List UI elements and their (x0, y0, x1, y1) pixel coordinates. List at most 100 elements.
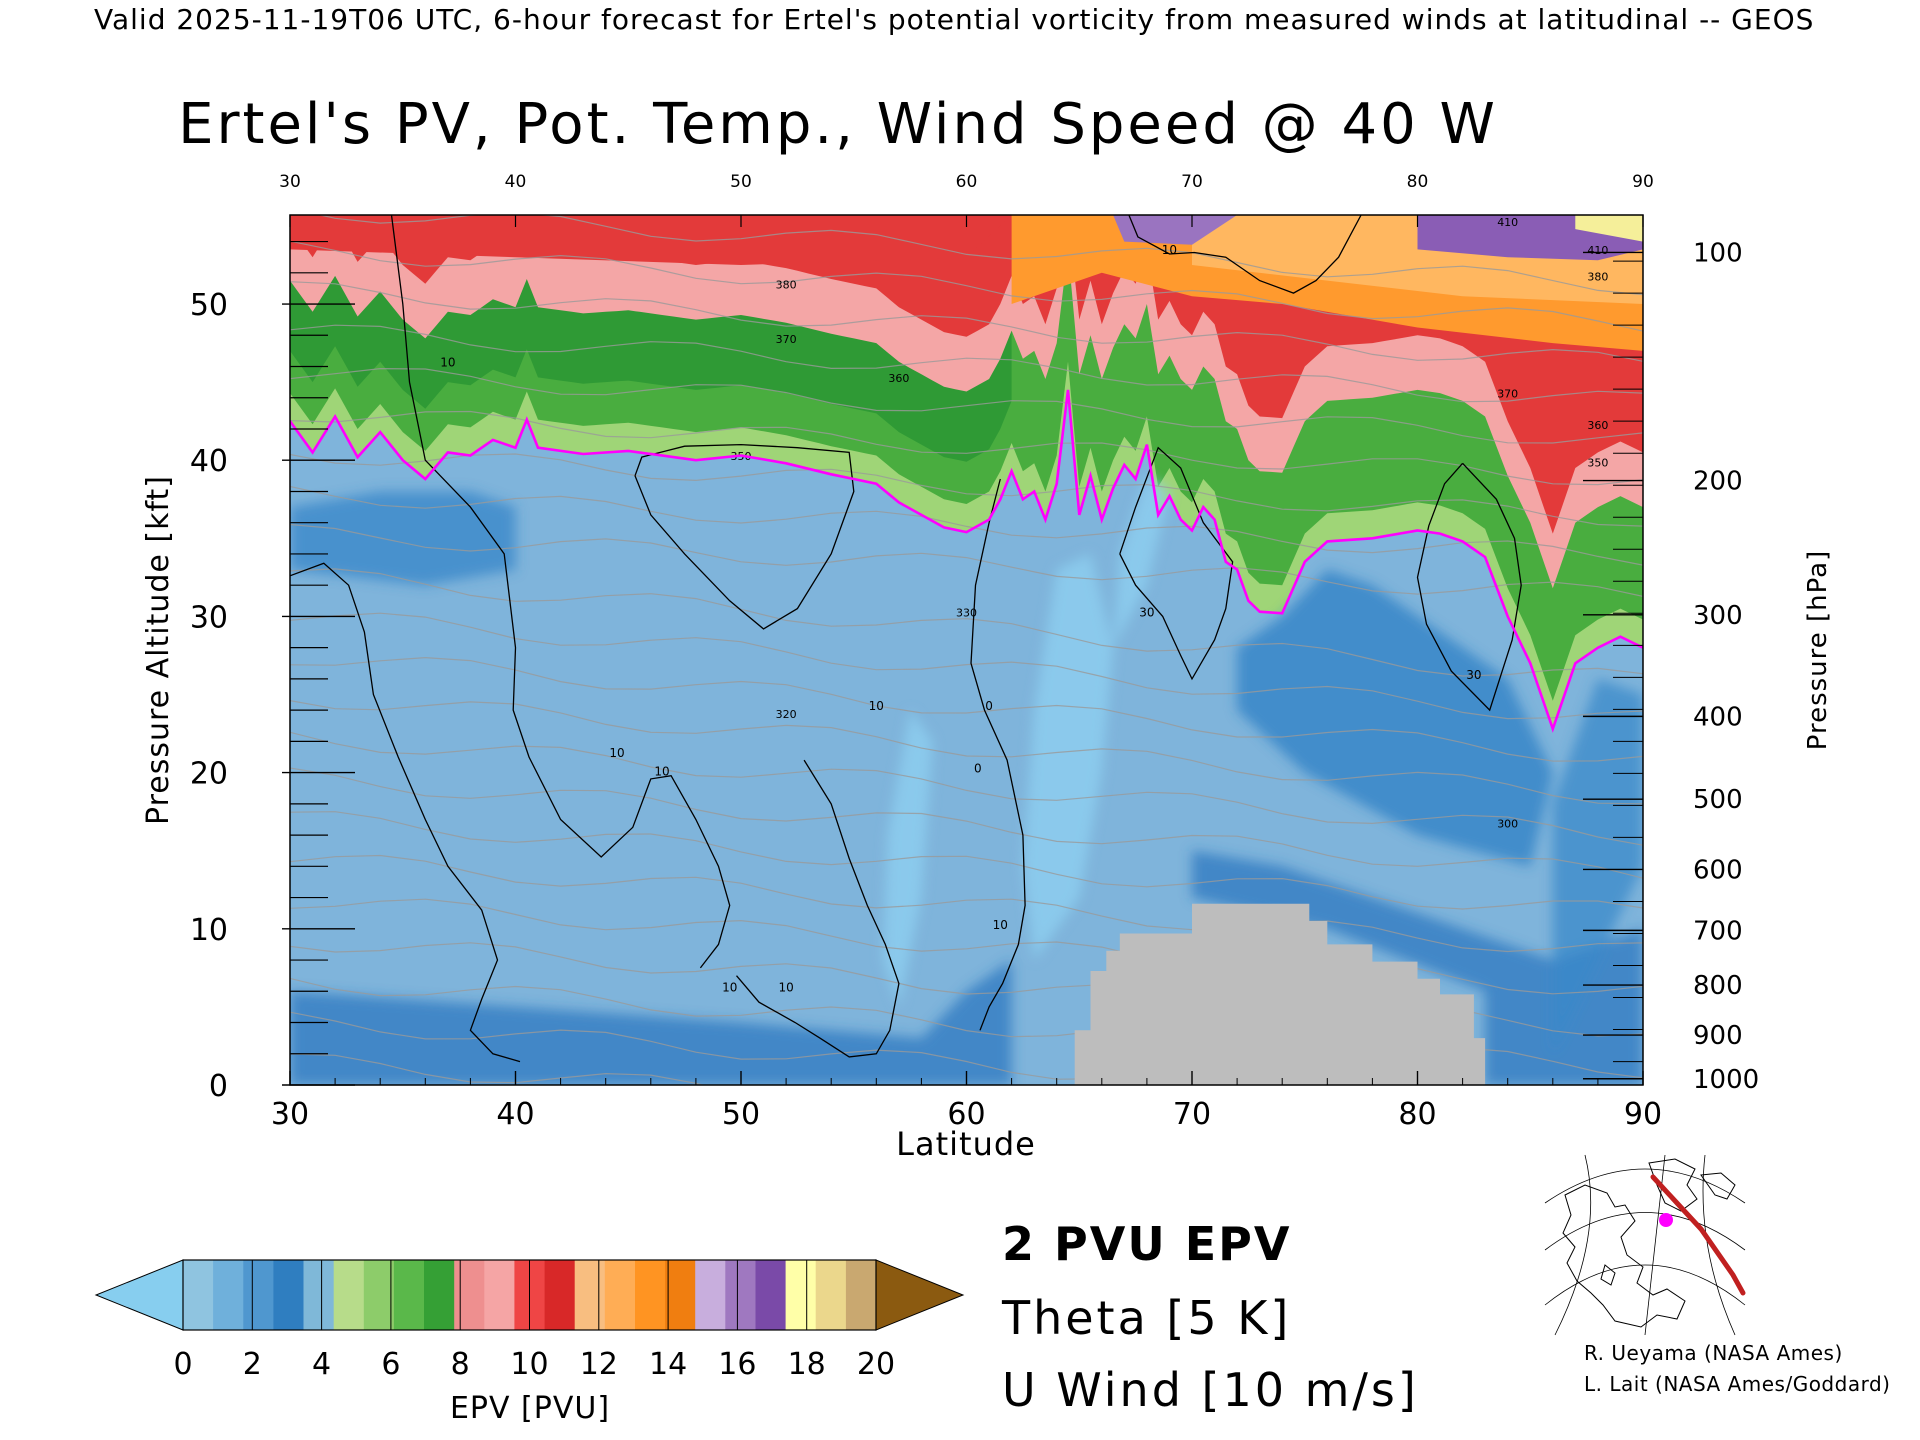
colorbar-swatch (484, 1260, 515, 1330)
theta-label: 410 (1497, 216, 1518, 229)
theta-contour (317, 215, 1643, 296)
theta-contour (290, 656, 1643, 762)
theta-contour (290, 568, 1643, 677)
colorbar-swatch (363, 1260, 395, 1330)
right-tick-label: 1000 (1693, 1065, 1759, 1095)
theta-contour (290, 367, 1643, 444)
colorbar-swatch (544, 1260, 576, 1330)
wind-label: 10 (778, 980, 793, 994)
header-text: Valid 2025-11-19T06 UTC, 6-hour forecast… (94, 3, 1814, 36)
x-axis-bottom: 30 40 50 60 70 80 90 (271, 1071, 1662, 1132)
x-axis-label: Latitude (896, 1125, 1036, 1163)
theta-label: 380 (776, 278, 797, 291)
theta-contour (290, 410, 1643, 486)
colorbar-swatch (785, 1260, 817, 1330)
topography-mask (1074, 903, 1486, 1085)
tropopause-contour (290, 389, 1643, 733)
x-tick-label: 90 (1624, 1097, 1662, 1132)
x-top-label: 90 (1632, 172, 1654, 192)
theta-contour (290, 324, 1643, 403)
wind-label: 30 (1466, 668, 1481, 682)
theta-label: 320 (776, 708, 797, 721)
theta-contour (290, 453, 1643, 527)
colorbar-over-arrow (875, 1259, 965, 1331)
colorbar-tick-label: 16 (718, 1347, 756, 1382)
theta-contour (290, 281, 1643, 362)
patch-cyan-1 (1022, 553, 1114, 960)
wind-contour-10 (1128, 215, 1362, 294)
right-tick-label: 900 (1693, 1021, 1743, 1051)
x-top-label: 50 (730, 172, 752, 192)
x-tick-label: 70 (1173, 1097, 1211, 1132)
colorbar-tick-label: 20 (857, 1347, 895, 1382)
right-tick-label: 200 (1693, 467, 1743, 497)
x-top-label: 80 (1407, 172, 1429, 192)
patch-cyan-3 (1113, 475, 1170, 648)
x-top-label: 40 (505, 172, 527, 192)
colorbar-swatch (725, 1260, 756, 1330)
left-y-axis: 0 10 20 30 40 50 (190, 240, 355, 1104)
theta-contour (290, 523, 1643, 597)
wind-contour-10 (970, 478, 1026, 1031)
colorbar: 0 2 4 6 8 10 12 14 16 18 20 (94, 1259, 965, 1382)
left-tick-label: 0 (209, 1069, 228, 1104)
right-y-axis: 100 200 300 400 500 600 700 800 900 1000 (1583, 238, 1759, 1095)
theta-label: 350 (1587, 456, 1608, 469)
theta-label: 300 (1497, 817, 1518, 830)
theta-contour (290, 1011, 1298, 1085)
left-tick-label: 30 (190, 600, 228, 635)
colorbar-tick-label: 2 (243, 1347, 262, 1382)
colorbar-tick-label: 18 (788, 1347, 826, 1382)
colorbar-tick-label: 12 (580, 1347, 618, 1382)
right-tick-label: 700 (1693, 916, 1743, 946)
theta-label: 380 (1587, 271, 1608, 284)
colorbar-swatch (333, 1260, 365, 1330)
x-top-label: 30 (279, 172, 301, 192)
theta-label: 330 (956, 606, 977, 619)
colorbar-swatch (695, 1260, 726, 1330)
wind-label: 0 (974, 762, 982, 776)
colorbar-swatch (604, 1260, 636, 1330)
right-tick-label: 500 (1693, 785, 1743, 815)
colorbar-label: EPV [PVU] (450, 1391, 610, 1426)
epv-field: 300320330350360370380370360350380410410 … (290, 215, 1643, 1085)
colorbar-swatch (183, 1260, 214, 1330)
wind-contour-30 (1416, 462, 1522, 712)
credit-line-1: R. Ueyama (NASA Ames) (1584, 1341, 1843, 1365)
theta-label: 370 (1497, 388, 1518, 401)
wind-contour-10 (736, 759, 900, 1058)
wind-label: 10 (722, 980, 737, 994)
colorbar-tick-label: 8 (451, 1347, 470, 1382)
left-tick-label: 40 (190, 444, 228, 479)
colorbar-swatch (213, 1260, 244, 1330)
band-yellow (1575, 215, 1643, 242)
wind-contour-10 (390, 215, 731, 969)
left-tick-label: 10 (190, 913, 228, 948)
credit-line-2: L. Lait (NASA Ames/Goddard) (1584, 1372, 1890, 1396)
wind-label: 10 (993, 918, 1008, 932)
right-tick-label: 300 (1693, 601, 1743, 631)
theta-contour (290, 731, 1643, 846)
theta-contour (290, 700, 1643, 805)
theta-label: 370 (776, 333, 797, 346)
map-location-marker (1659, 1213, 1673, 1227)
wind-contour-30 (1119, 446, 1234, 681)
colorbar-swatch (393, 1260, 425, 1330)
x-tick-label: 60 (947, 1097, 985, 1132)
theta-contour (290, 240, 1643, 332)
colorbar-under-arrow (94, 1259, 184, 1331)
colorbar-tick-label: 6 (381, 1347, 400, 1382)
wind-label: 0 (985, 699, 993, 713)
right-tick-label: 600 (1693, 855, 1743, 885)
wind-label: 10 (654, 765, 669, 779)
legend-wind: U Wind [10 m/s] (1002, 1363, 1419, 1417)
theta-contour (290, 811, 1643, 910)
colorbar-tick-label: 4 (312, 1347, 331, 1382)
colorbar-swatch (454, 1260, 485, 1330)
colorbar-swatch (574, 1260, 606, 1330)
x-axis-top: 30 40 50 60 70 80 90 (279, 172, 1654, 227)
wind-contour-10 (290, 562, 521, 1063)
right-tick-label: 100 (1693, 238, 1743, 268)
